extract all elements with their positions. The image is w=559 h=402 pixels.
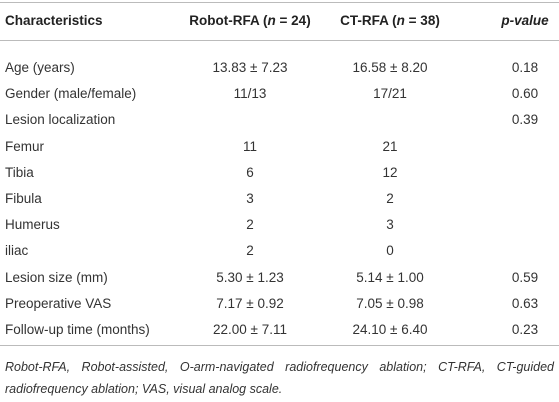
header-text: p xyxy=(501,13,510,28)
cell-value: 24.10 ± 6.40 xyxy=(352,322,428,337)
header-text: Characteristics xyxy=(5,13,103,28)
header-text: -value xyxy=(509,13,549,28)
header-cell: CT-RFA (n = 38) xyxy=(340,12,440,30)
cell-value: 0.60 xyxy=(511,86,539,102)
cell-value: 5.30 ± 1.23 xyxy=(216,269,284,285)
cell-value: 0.18 xyxy=(511,60,539,75)
cell-value: 3 xyxy=(246,191,254,206)
cell-value: 17/21 xyxy=(373,86,407,102)
cell-value: 16.58 ± 8.20 xyxy=(352,60,428,75)
row-label: Humerus xyxy=(5,217,60,233)
header-text: n xyxy=(396,13,405,28)
cell-value: 0 xyxy=(386,243,394,259)
row-label: Age (years) xyxy=(5,60,75,75)
top-rule xyxy=(0,2,559,3)
footnote: Robot-RFA, Robot-assisted, O-arm-navigat… xyxy=(5,360,554,396)
row-label: Lesion size (mm) xyxy=(5,269,108,285)
row-label: Preoperative VAS xyxy=(5,295,112,311)
row-label: iliac xyxy=(5,243,29,259)
header-text: n xyxy=(267,13,276,28)
header-cell: p-value xyxy=(501,12,548,30)
cell-value: 0.59 xyxy=(511,269,539,285)
cell-value: 5.14 ± 1.00 xyxy=(356,269,424,285)
cell-value: 2 xyxy=(246,243,254,259)
cell-value: 11/13 xyxy=(233,86,267,102)
cell-value: 21 xyxy=(382,138,398,154)
header-text: CT-RFA ( xyxy=(340,13,397,28)
cell-value: 7.17 ± 0.92 xyxy=(216,295,284,311)
cell-value: 0.23 xyxy=(511,322,539,337)
row-label: Femur xyxy=(5,138,45,154)
cell-value: 3 xyxy=(386,217,394,233)
row-label: Gender (male/female) xyxy=(5,86,137,102)
cell-value: 2 xyxy=(246,217,254,233)
cell-value: 13.83 ± 7.23 xyxy=(212,60,288,75)
header-rule xyxy=(0,40,559,41)
header-text: = 38) xyxy=(404,13,440,28)
cell-value: 2 xyxy=(386,191,394,206)
cell-value: 12 xyxy=(382,164,398,180)
header-text: = 24) xyxy=(275,13,311,28)
row-label: Lesion localization xyxy=(5,112,116,128)
cell-value: 7.05 ± 0.98 xyxy=(356,295,424,311)
cell-value: 11 xyxy=(242,138,258,154)
row-label: Fibula xyxy=(5,191,42,206)
cell-value: 6 xyxy=(246,164,254,180)
row-label: Follow-up time (months) xyxy=(5,322,150,337)
bottom-rule xyxy=(0,345,559,346)
row-label: Tibia xyxy=(5,164,34,180)
header-cell: Characteristics xyxy=(5,12,103,30)
header-text: Robot-RFA ( xyxy=(189,13,268,28)
cell-value: 0.63 xyxy=(511,295,539,311)
header-cell: Robot-RFA (n = 24) xyxy=(189,12,310,30)
cell-value: 0.39 xyxy=(511,112,539,128)
cell-value: 22.00 ± 7.11 xyxy=(213,322,287,337)
